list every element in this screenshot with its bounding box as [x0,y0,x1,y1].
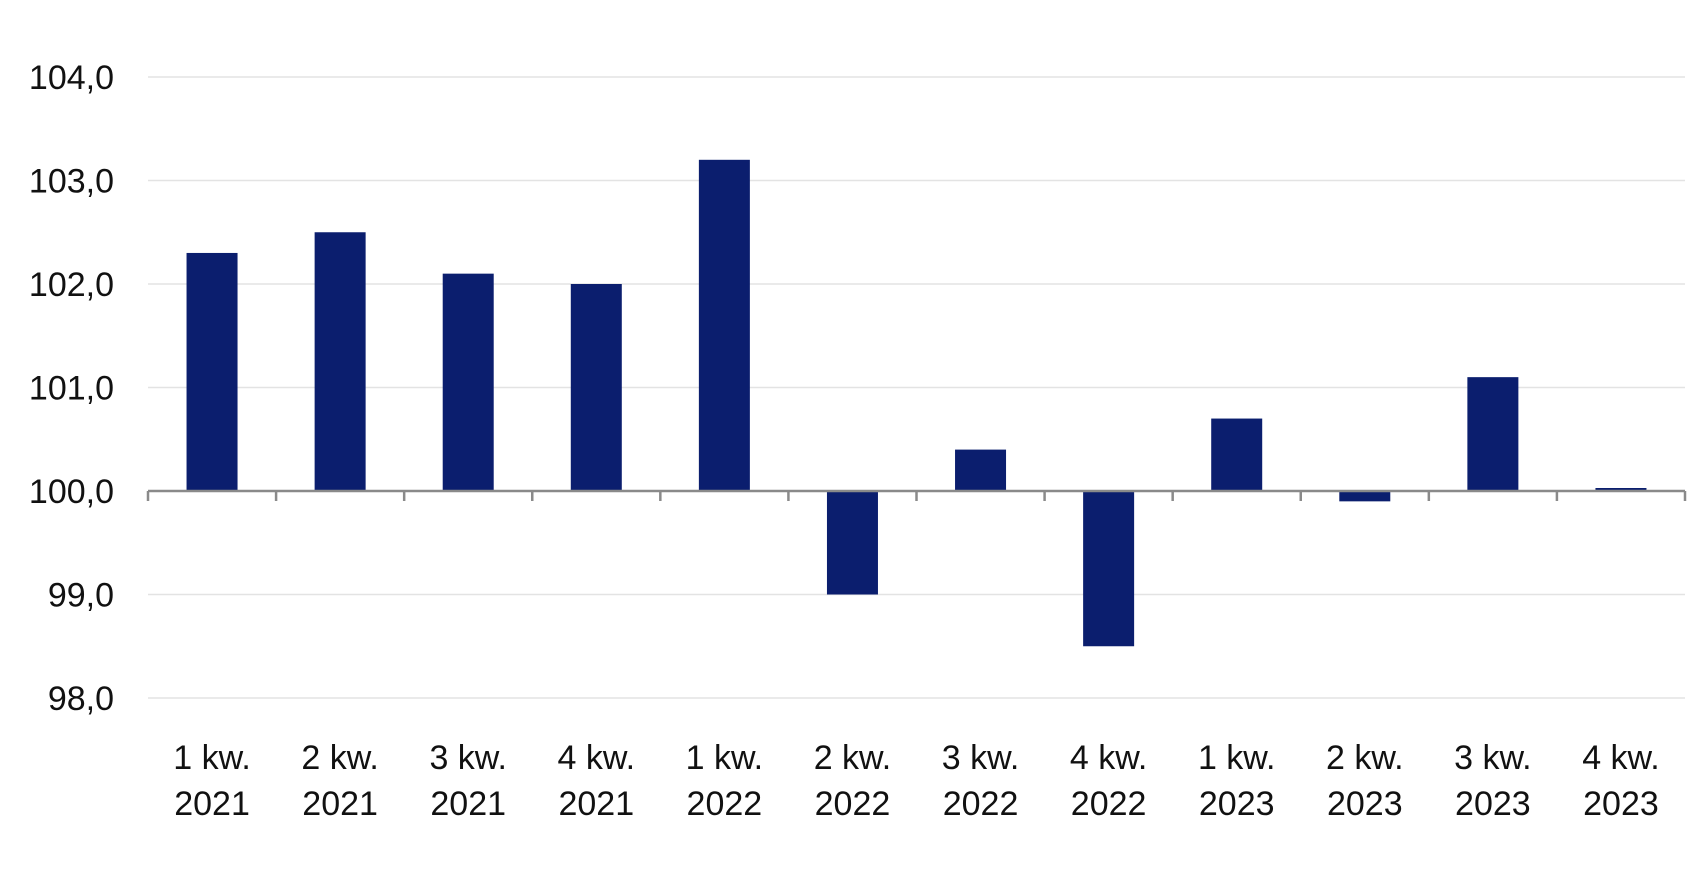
x-tick-label-year: 2021 [302,785,378,823]
x-tick-label-year: 2023 [1583,785,1659,823]
x-tick-label-year: 2023 [1327,785,1403,823]
x-tick-label-year: 2022 [687,785,763,823]
x-tick-label-year: 2021 [430,785,506,823]
x-axis [146,489,1687,501]
bar [1083,491,1135,647]
x-tick-label-year: 2021 [558,785,634,823]
x-tick-label-quarter: 3 kw. [429,739,506,777]
x-tick-label-quarter: 3 kw. [1454,739,1531,777]
x-tick-label-year: 2023 [1199,785,1275,823]
bar [698,159,750,492]
bar [570,284,622,491]
x-tick-label-quarter: 1 kw. [1198,739,1275,777]
y-tick-label: 104,0 [29,59,114,97]
x-tick-label-quarter: 1 kw. [173,739,250,777]
bar [314,232,366,491]
y-tick-label: 101,0 [29,370,114,408]
x-tick-label-year: 2021 [174,785,250,823]
bar [1467,377,1519,491]
x-tick-label-quarter: 2 kw. [814,739,891,777]
x-tick-label-quarter: 4 kw. [558,739,635,777]
x-tick-label-quarter: 3 kw. [942,739,1019,777]
x-tick-label-quarter: 1 kw. [686,739,763,777]
bar [1339,491,1391,502]
y-tick-label: 98,0 [48,680,114,718]
x-tick-label-quarter: 2 kw. [1326,739,1403,777]
bar [955,449,1007,491]
x-axis-tick-labels: 1 kw. 2021 2 kw. 2021 3 kw. 2021 4 kw. 2021 1 kw… [173,739,1659,823]
y-tick-label: 102,0 [29,266,114,304]
x-tick-label-year: 2023 [1455,785,1531,823]
bar [186,252,238,491]
bar [826,491,878,595]
y-tick-label: 103,0 [29,163,114,201]
y-tick-label: 99,0 [48,577,114,615]
bar [1595,488,1647,491]
bar [1211,418,1263,491]
bars [186,159,1647,647]
grid-lines [148,76,1685,699]
x-tick-label-year: 2022 [815,785,891,823]
y-tick-label: 100,0 [29,473,114,511]
x-tick-label-year: 2022 [943,785,1019,823]
x-tick-label-year: 2022 [1071,785,1147,823]
x-tick-label-quarter: 4 kw. [1582,739,1659,777]
x-tick-label-quarter: 2 kw. [301,739,378,777]
bar [442,273,494,491]
x-tick-label-quarter: 4 kw. [1070,739,1147,777]
y-axis-tick-labels: 98,0 99,0 100,0 101,0 102,0 103,0 104,0 [29,59,114,718]
